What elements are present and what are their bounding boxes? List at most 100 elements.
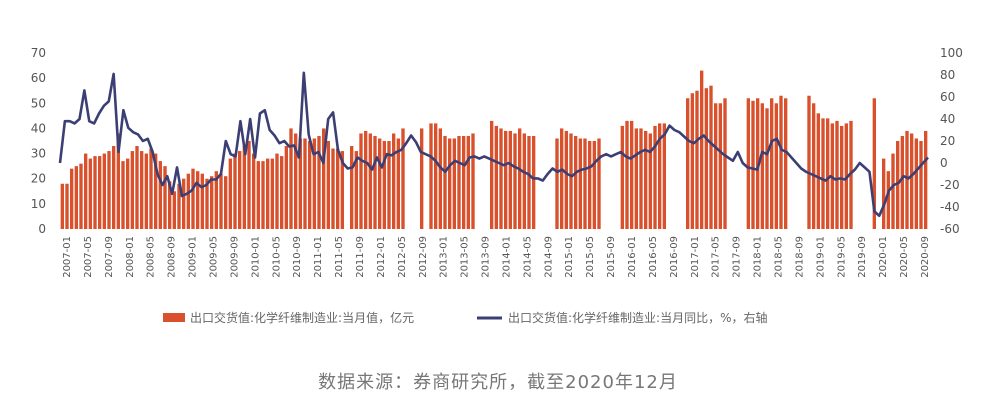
bar [326, 141, 331, 229]
x-tick-label: 2013-01 [439, 236, 450, 278]
bar [261, 161, 265, 229]
bar [718, 103, 723, 229]
bar [167, 181, 172, 229]
bar [419, 128, 424, 229]
bar [751, 100, 755, 230]
bar [779, 95, 783, 230]
x-tick-label: 2010-09 [292, 236, 303, 278]
bar [816, 113, 821, 229]
bar [401, 128, 405, 229]
bar [653, 125, 657, 229]
bar [494, 125, 499, 229]
bar [387, 141, 391, 229]
bar [69, 168, 74, 229]
yoy-line [58, 71, 929, 218]
bar [279, 156, 284, 229]
bar [527, 135, 531, 229]
bar [111, 146, 116, 229]
bar [639, 128, 643, 229]
x-tick-label: 2013-09 [481, 236, 492, 278]
right-tick-label: 100 [940, 46, 963, 60]
bar [340, 151, 345, 229]
bar [181, 178, 186, 229]
left-tick-label: 20 [31, 172, 46, 186]
left-tick-label: 60 [31, 71, 46, 85]
bar [223, 176, 228, 229]
x-tick-label: 2017-01 [690, 236, 701, 278]
x-tick-label: 2019-09 [857, 236, 868, 278]
x-tick-label: 2009-05 [208, 236, 219, 278]
bar [88, 158, 93, 229]
bar [905, 130, 909, 229]
x-tick-label: 2009-01 [188, 236, 199, 278]
bar [83, 153, 88, 229]
bar [429, 123, 433, 229]
x-tick-label: 2016-05 [648, 236, 659, 278]
bar [172, 191, 177, 229]
bar [559, 128, 564, 229]
bar [900, 135, 905, 229]
bar [321, 128, 326, 229]
bar [919, 141, 923, 229]
x-tick-label: 2007-09 [104, 236, 115, 278]
bar [256, 161, 261, 229]
bar [135, 146, 139, 229]
bar [335, 148, 340, 229]
bar [307, 141, 312, 229]
bar [149, 148, 153, 229]
bar [116, 133, 121, 229]
bar [130, 151, 135, 229]
bar [881, 158, 886, 229]
left-tick-label: 70 [31, 46, 46, 60]
bar [242, 146, 247, 229]
bar [228, 158, 233, 229]
bar [354, 151, 359, 229]
x-tick-label: 2007-05 [83, 236, 94, 278]
bar [648, 133, 653, 229]
x-tick-label: 2013-05 [460, 236, 471, 278]
x-axis-ticks: 2007-01 2007-05 2007-09 2008-01 2008-05 2008-… [62, 236, 931, 278]
bar [573, 135, 578, 229]
bar [275, 153, 279, 229]
bar [811, 103, 816, 229]
x-tick-label: 2019-01 [815, 236, 826, 278]
bar [237, 151, 242, 229]
x-tick-label: 2020-01 [878, 236, 889, 278]
bar [891, 153, 895, 229]
bar [489, 120, 494, 229]
x-tick-label: 2016-09 [669, 236, 680, 278]
bar [97, 156, 102, 229]
bar [849, 120, 853, 229]
x-tick-label: 2011-01 [313, 236, 324, 278]
bar [443, 135, 447, 229]
bar [471, 133, 475, 229]
x-tick-label: 2007-01 [62, 236, 73, 278]
x-tick-label: 2020-05 [899, 236, 910, 278]
bar [144, 153, 149, 229]
x-tick-label: 2020-09 [920, 236, 931, 278]
bar [457, 135, 461, 229]
bar [522, 133, 527, 229]
x-tick-label: 2014-01 [501, 236, 512, 278]
bar [293, 133, 298, 229]
bar [251, 153, 256, 229]
x-tick-label: 2018-01 [753, 236, 764, 278]
x-tick-label: 2017-05 [711, 236, 722, 278]
bar [153, 153, 158, 229]
bar [74, 166, 79, 229]
x-tick-label: 2018-09 [794, 236, 805, 278]
bar [690, 93, 695, 229]
bar [587, 141, 592, 229]
bar [433, 123, 438, 229]
bar [303, 138, 307, 229]
bar [499, 128, 503, 229]
legend-swatch-bars [163, 313, 185, 322]
left-tick-label: 0 [38, 222, 46, 236]
bar [209, 176, 214, 229]
bar [447, 138, 452, 229]
x-tick-label: 2015-09 [606, 236, 617, 278]
bar [298, 138, 303, 229]
right-tick-label: -60 [940, 222, 960, 236]
bar [373, 135, 377, 229]
bar [79, 163, 83, 229]
